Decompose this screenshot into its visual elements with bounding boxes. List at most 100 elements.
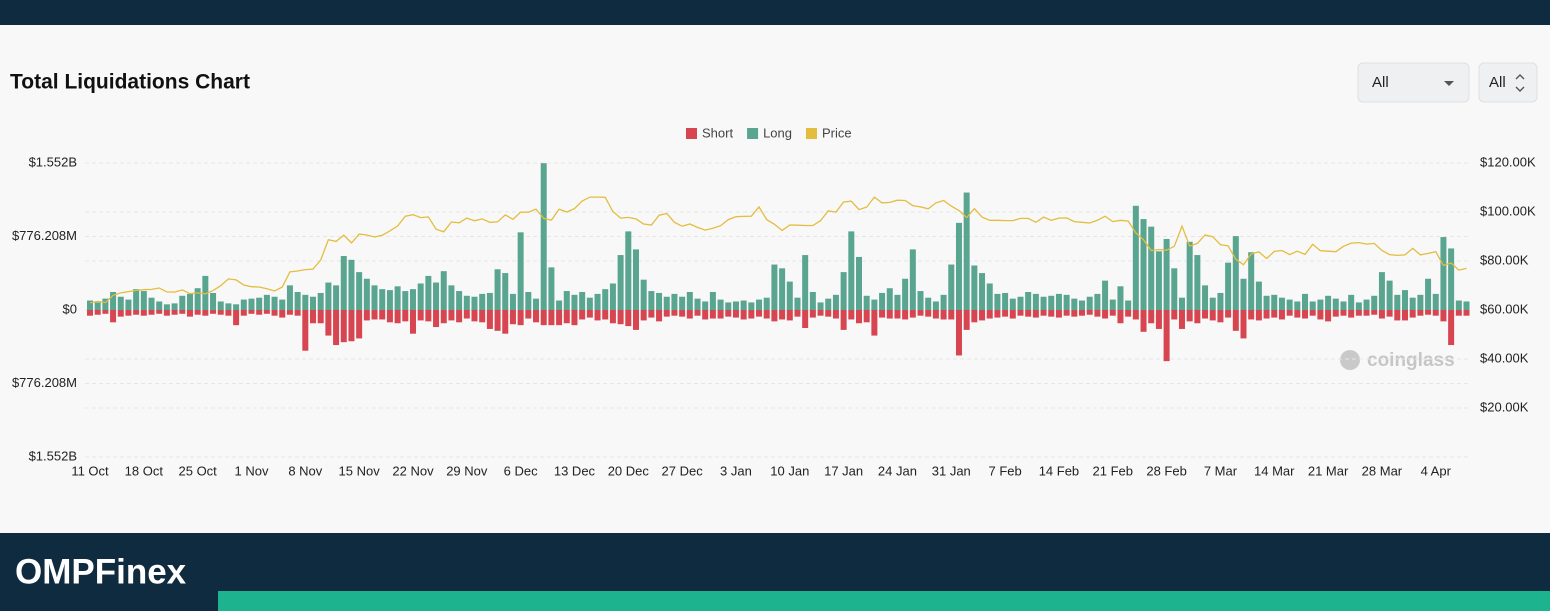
bar <box>663 296 670 310</box>
bar <box>963 310 970 330</box>
bar <box>871 310 878 336</box>
bar <box>117 296 124 310</box>
bar <box>763 297 770 310</box>
bar <box>548 310 555 326</box>
bar <box>140 310 147 316</box>
bar <box>779 310 786 320</box>
bar <box>909 249 916 310</box>
x-tick-label: 3 Jan <box>720 463 752 478</box>
bar <box>502 310 509 334</box>
bar <box>925 310 932 317</box>
bar <box>879 292 886 310</box>
bar <box>1032 310 1039 318</box>
bar <box>110 292 117 310</box>
x-tick-label: 21 Feb <box>1093 463 1133 478</box>
x-tick-label: 20 Dec <box>608 463 650 478</box>
bar <box>1079 310 1086 316</box>
bar <box>202 310 209 316</box>
bar <box>917 291 924 310</box>
bar <box>917 310 924 316</box>
bar <box>694 310 701 316</box>
bar <box>356 272 363 310</box>
bar <box>1371 310 1378 315</box>
bar <box>1309 310 1316 316</box>
bar <box>486 310 493 329</box>
bar <box>1079 300 1086 310</box>
bar <box>425 275 432 310</box>
bar <box>817 302 824 310</box>
bar <box>271 310 278 316</box>
bar <box>479 310 486 323</box>
x-tick-label: 28 Mar <box>1362 463 1403 478</box>
bar <box>1409 310 1416 318</box>
x-tick-label: 27 Dec <box>662 463 704 478</box>
select[interactable] <box>1357 62 1470 103</box>
x-tick-label: 28 Feb <box>1146 463 1186 478</box>
bar <box>502 273 509 310</box>
bar <box>402 310 409 322</box>
bar <box>1002 310 1009 317</box>
bar <box>125 299 132 310</box>
spinner-icon <box>1515 74 1525 92</box>
bar <box>732 310 739 318</box>
bar <box>525 292 532 310</box>
bar <box>310 310 317 324</box>
bar <box>1240 310 1247 339</box>
bar <box>394 310 401 324</box>
x-tick-label: 10 Jan <box>770 463 809 478</box>
bar <box>225 303 232 310</box>
bar <box>756 310 763 317</box>
bar <box>963 192 970 310</box>
bar <box>1432 310 1439 316</box>
bar <box>1386 310 1393 317</box>
bar <box>671 310 678 316</box>
bar <box>1217 310 1224 323</box>
bar <box>609 283 616 310</box>
bar <box>656 292 663 310</box>
bar <box>1386 280 1393 310</box>
bar <box>817 310 824 316</box>
dropdown-arrow <box>1444 81 1454 86</box>
bar <box>632 249 639 310</box>
bar <box>594 293 601 310</box>
bar <box>533 310 540 323</box>
bar <box>625 310 632 327</box>
x-tick-label: 1 Nov <box>235 463 269 478</box>
bar <box>563 291 570 310</box>
bar <box>87 310 93 316</box>
bar <box>1278 310 1285 320</box>
bar <box>110 310 117 323</box>
bar <box>771 310 778 322</box>
bar <box>379 289 386 310</box>
bar <box>117 310 124 317</box>
bar <box>594 310 601 321</box>
bar <box>87 300 93 310</box>
bar <box>994 310 1001 318</box>
bar <box>356 310 363 339</box>
bar <box>1463 310 1470 316</box>
x-tick-label: 11 Oct <box>71 463 109 478</box>
bar <box>709 292 716 310</box>
bar <box>717 310 724 319</box>
bar <box>271 296 278 310</box>
bar <box>348 259 355 310</box>
bar <box>1017 310 1024 316</box>
bar <box>1363 299 1370 310</box>
bar <box>686 292 693 310</box>
bar <box>463 310 470 319</box>
select-text: All <box>1372 74 1389 91</box>
bar <box>1394 294 1401 310</box>
bar <box>940 294 947 310</box>
x-tick-label: 21 Mar <box>1308 463 1349 478</box>
bar <box>217 301 224 310</box>
select[interactable] <box>1478 62 1538 103</box>
bar <box>563 310 570 324</box>
bar <box>979 310 986 321</box>
bar <box>840 272 847 310</box>
bar <box>979 273 986 310</box>
bar <box>748 310 755 319</box>
plot: $1.552B $776.208M $0 $776.208M $1.552B $20.00… <box>12 125 1536 478</box>
bar <box>1294 310 1301 318</box>
x-tick-label: 17 Jan <box>824 463 863 478</box>
